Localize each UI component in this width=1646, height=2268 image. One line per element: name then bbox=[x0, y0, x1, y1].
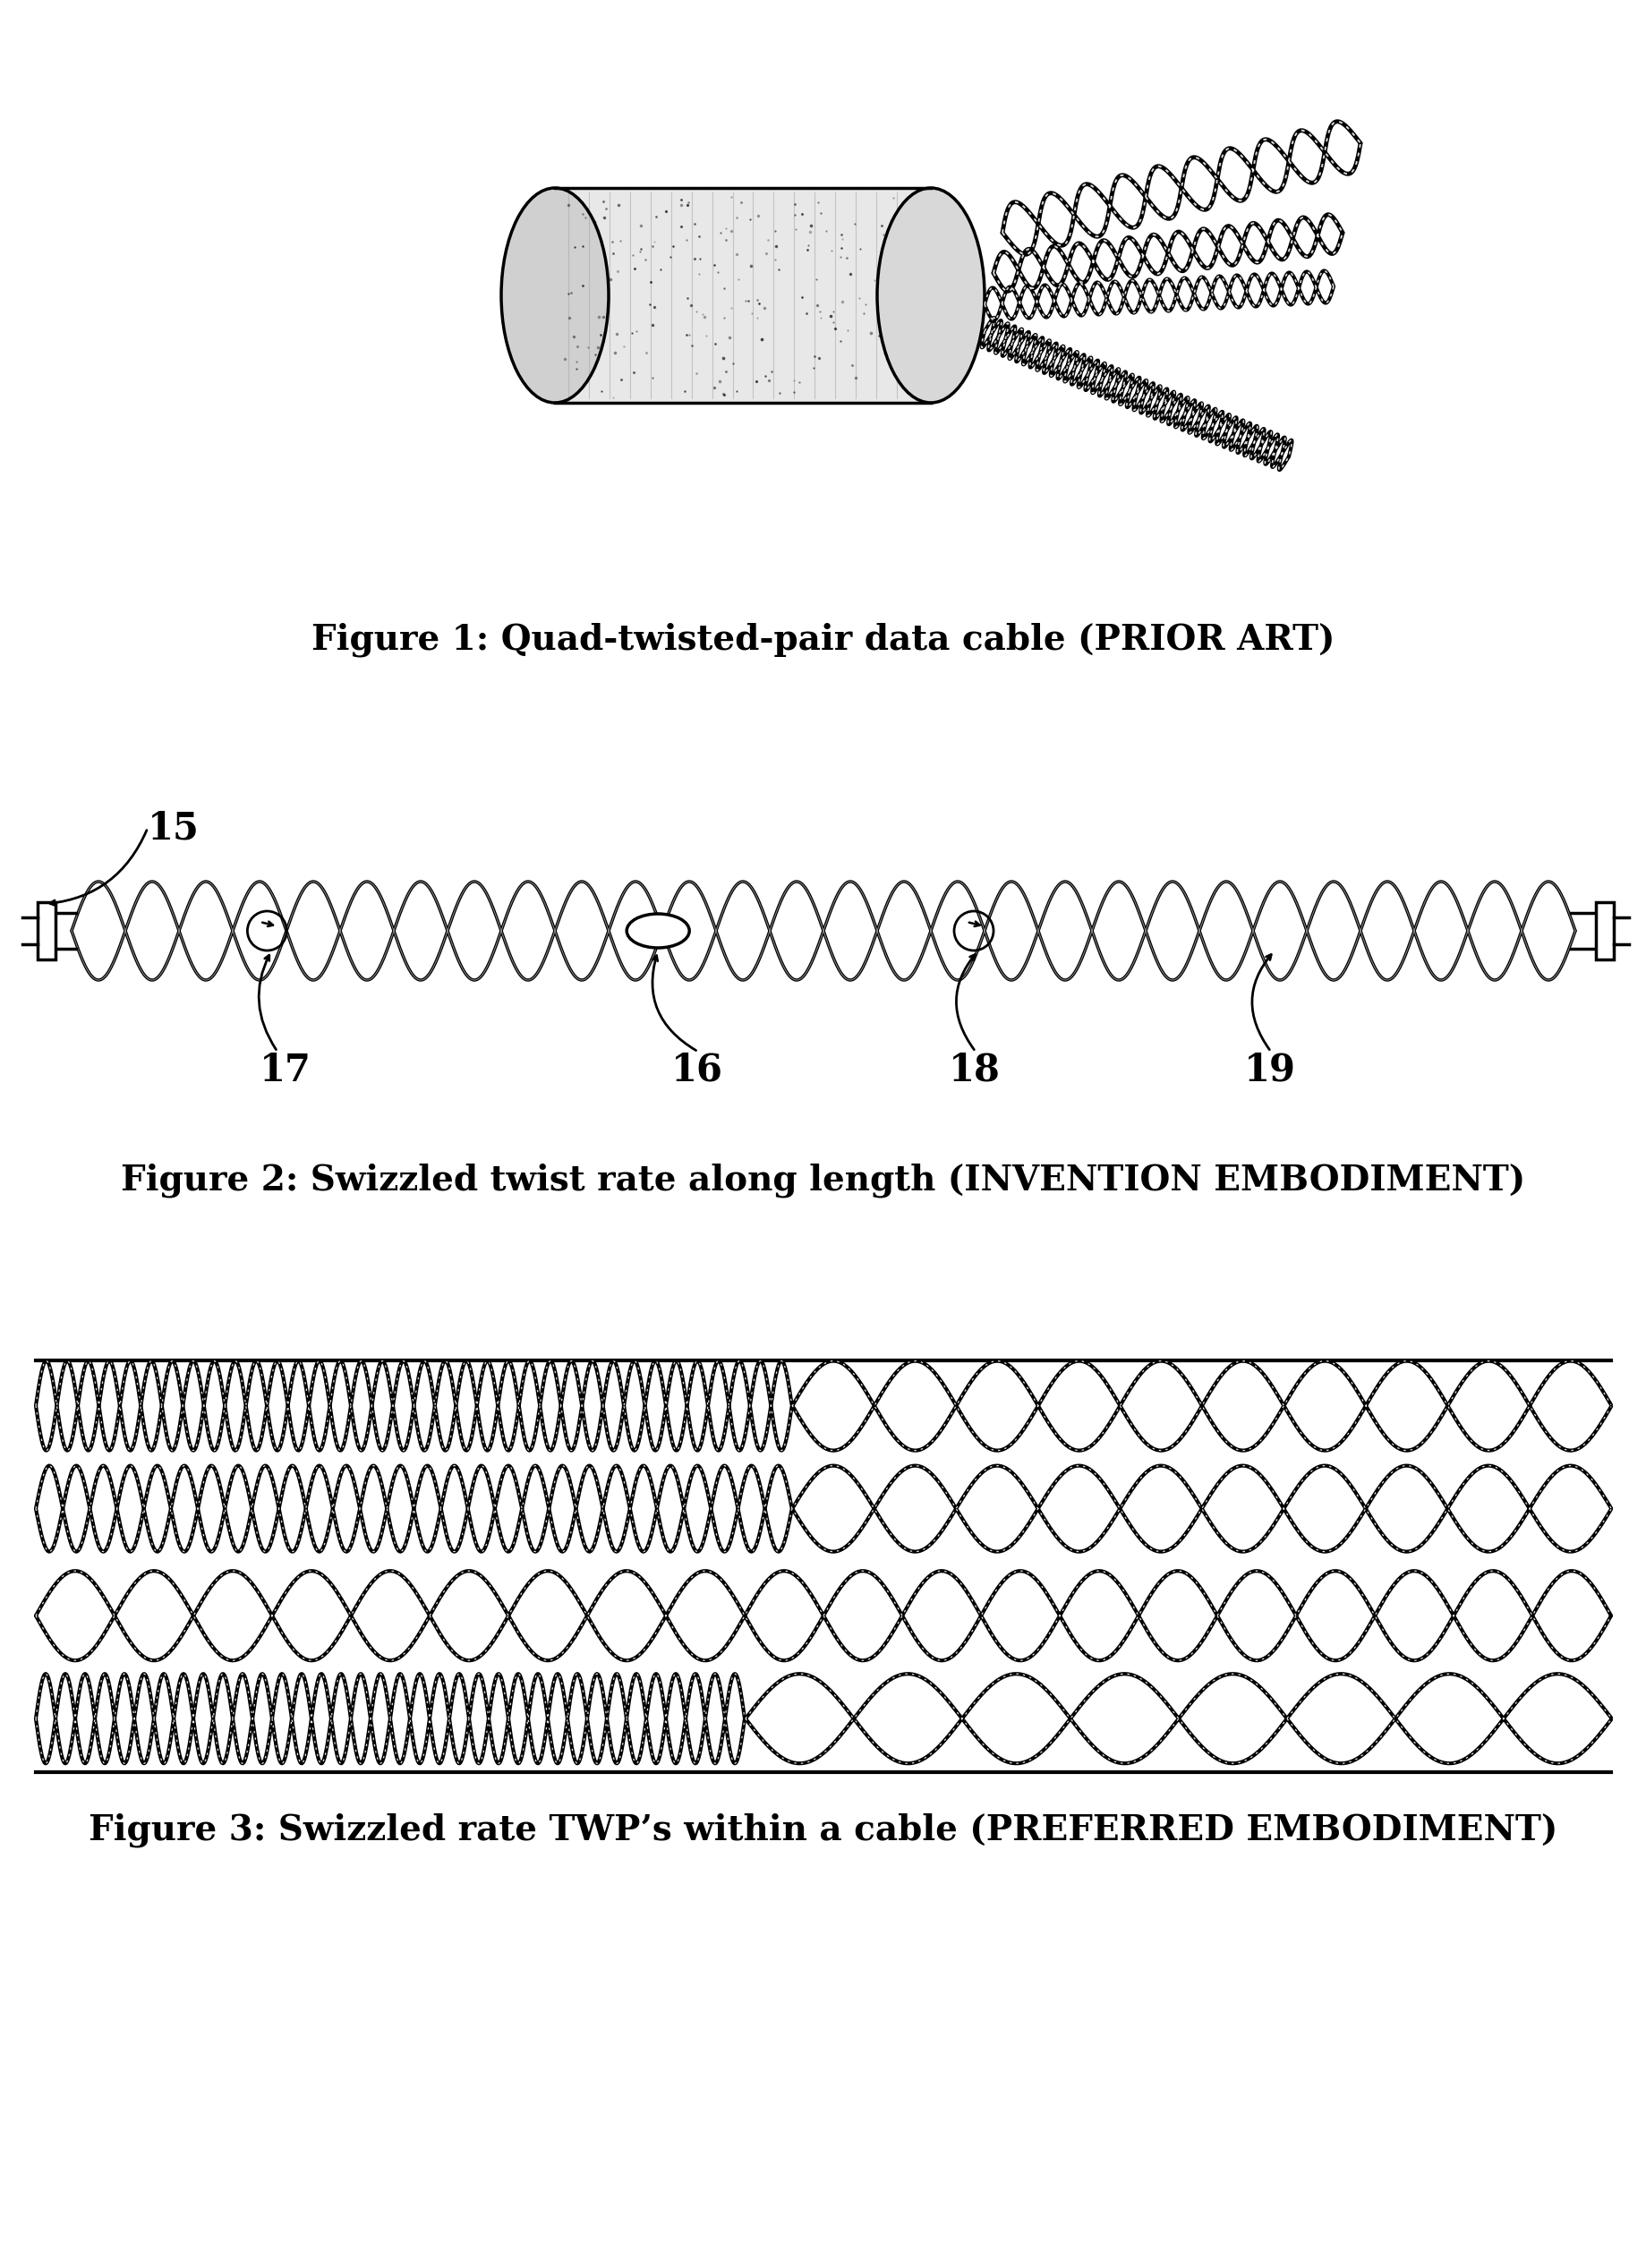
Text: 18: 18 bbox=[948, 1052, 1001, 1089]
Text: 19: 19 bbox=[1244, 1052, 1295, 1089]
Polygon shape bbox=[1597, 903, 1613, 959]
Polygon shape bbox=[555, 188, 932, 404]
Text: 17: 17 bbox=[260, 1052, 311, 1089]
Ellipse shape bbox=[877, 188, 984, 404]
Text: 15: 15 bbox=[148, 810, 199, 848]
Ellipse shape bbox=[502, 188, 609, 404]
Text: Figure 2: Swizzled twist rate along length (INVENTION EMBODIMENT): Figure 2: Swizzled twist rate along leng… bbox=[122, 1163, 1526, 1198]
Text: 16: 16 bbox=[672, 1052, 723, 1089]
Ellipse shape bbox=[627, 914, 690, 948]
Text: Figure 3: Swizzled rate TWP’s within a cable (PREFERRED EMBODIMENT): Figure 3: Swizzled rate TWP’s within a c… bbox=[89, 1812, 1559, 1846]
Polygon shape bbox=[38, 903, 56, 959]
Text: Figure 1: Quad-twisted-pair data cable (PRIOR ART): Figure 1: Quad-twisted-pair data cable (… bbox=[311, 621, 1335, 655]
